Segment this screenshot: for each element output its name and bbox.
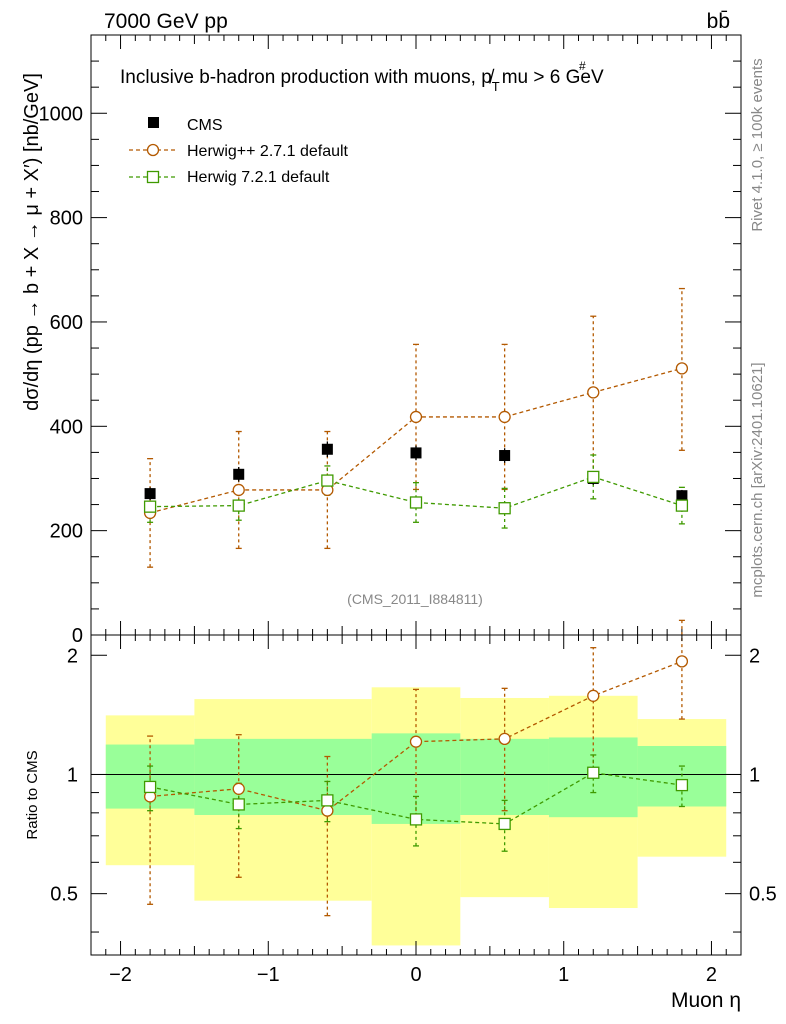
plot-title: Inclusive b-hadron production with muons… (120, 67, 604, 94)
herwigpp-point (409, 410, 423, 424)
herwigpp-point (587, 386, 600, 399)
analysis-watermark: (CMS_2011_I884811) (347, 591, 483, 607)
collision-label: 7000 GeV pp (104, 10, 228, 33)
herwig7-point (498, 502, 511, 515)
main-ytick-label: 400 (50, 416, 83, 438)
ratio-herwig7-point (143, 780, 157, 794)
legend-herwigpp-label: Herwig++ 2.7.1 default (187, 143, 349, 160)
xtick-label: −2 (109, 964, 132, 986)
legend-herwig7-label: Herwig 7.2.1 default (187, 169, 330, 186)
xtick-label: 2 (706, 964, 717, 986)
main-ytick-label: 0 (72, 625, 83, 647)
ratio-herwigpp-point (498, 732, 511, 746)
herwigpp-point (675, 362, 689, 375)
ratio-herwigpp-point (321, 804, 334, 817)
cms-point (144, 488, 156, 500)
herwig7-point (143, 500, 157, 513)
ratio-panel: 0.5 0.5 1 1 2 2 −2 −1 0 1 2 Ratio to CMS Muon η (24, 619, 777, 1012)
ratio-ytick-label-right: 0.5 (749, 884, 777, 906)
cms-point (499, 450, 511, 462)
legend: CMS Herwig++ 2.7.1 default Herwig 7.2.1 … (129, 117, 349, 186)
legend-cms-label: CMS (187, 117, 223, 134)
ratio-ytick-label-left: 0.5 (50, 884, 78, 906)
mcplots-label: mcplots.cern.ch [arXiv:2401.10621] (749, 362, 766, 597)
ratio-ylabel: Ratio to CMS (24, 750, 41, 839)
herwigpp-point (498, 410, 511, 424)
xtick-label: 0 (410, 964, 421, 986)
main-ylabel: dσ/dη (pp → b + X → μ + X′) [nb/GeV] (21, 73, 43, 411)
ratio-herwig7-point (498, 817, 511, 831)
ratio-herwigpp-point (587, 689, 600, 702)
ratio-ytick-label-left: 1 (67, 764, 78, 786)
cms-point (676, 490, 688, 502)
ratio-ytick-label-right: 2 (749, 645, 760, 667)
ratio-herwigpp-point (409, 735, 423, 748)
main-ytick-label: 1000 (39, 103, 84, 125)
cms-point (233, 468, 245, 480)
cms-point (410, 447, 422, 459)
ratio-herwigpp-point (232, 782, 245, 795)
rivet-label: Rivet 4.1.0, ≥ 100k events (749, 58, 766, 231)
process-label: bb̄ (707, 10, 730, 33)
main-ytick-label: 600 (50, 312, 83, 334)
herwig7-point (409, 496, 423, 509)
herwigpp-point (232, 483, 245, 497)
xlabel: Muon η (671, 989, 741, 1012)
main-ytick-label: 800 (50, 208, 83, 230)
ratio-herwig7-point (232, 798, 245, 811)
xtick-label: −1 (257, 964, 280, 986)
title-hash: # (579, 59, 586, 73)
herwig7-point (587, 470, 600, 484)
ratio-herwig7-point (587, 766, 600, 779)
herwig7-point (321, 474, 334, 487)
main-ytick-label: 200 (50, 521, 83, 543)
herwig7-point (675, 499, 689, 512)
ratio-herwig7-point (321, 794, 334, 807)
ratio-ytick-label-left: 2 (67, 645, 78, 667)
main-panel: 0 200 400 600 800 1000 Inclusive b-hadron pro… (21, 34, 742, 647)
ratio-herwig7-point (409, 813, 423, 826)
ratio-herwigpp-point (675, 655, 689, 668)
cms-point (321, 443, 333, 455)
herwig7-point (232, 499, 245, 512)
legend-cms-marker (148, 117, 159, 128)
ratio-ytick-label-right: 1 (749, 764, 760, 786)
xtick-label: 1 (558, 964, 569, 986)
legend-herwigpp-marker (146, 143, 160, 157)
legend-herwig7-marker (146, 170, 160, 184)
ratio-herwig7-point (675, 778, 689, 792)
